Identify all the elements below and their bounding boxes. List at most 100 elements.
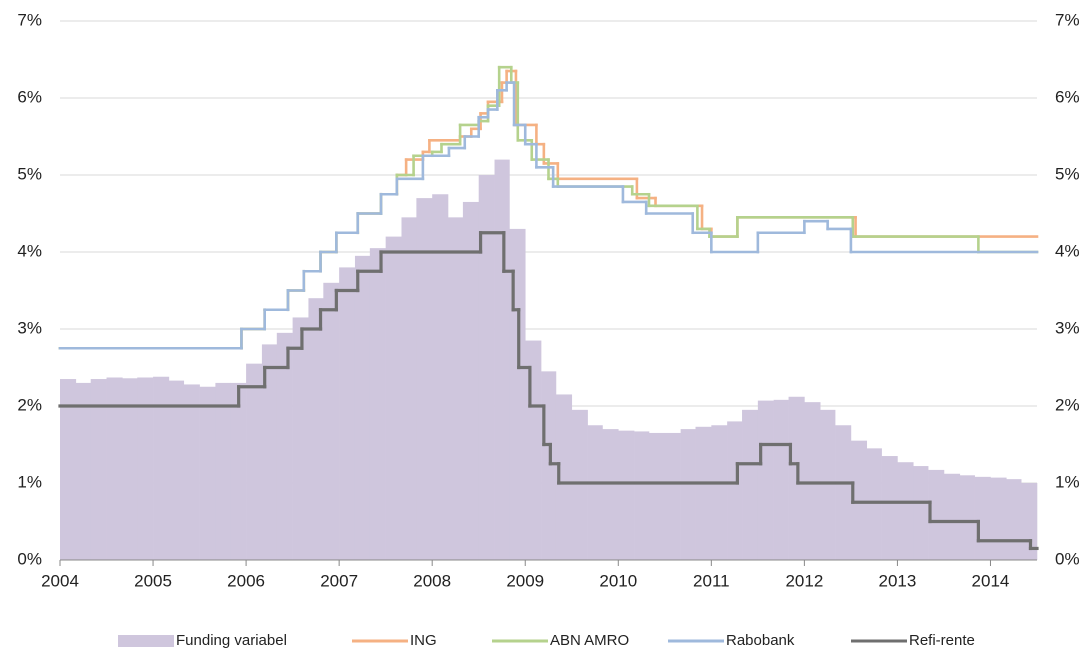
y-tick-label: 2% [17,395,42,414]
step-line [58,231,1039,551]
funding-bar [959,475,975,560]
funding-bar [60,379,77,560]
funding-bar [618,430,635,560]
funding-bar [648,432,666,560]
funding-bar [276,332,293,560]
funding-bar [261,344,278,560]
y2-tick-label: 7% [1055,10,1080,29]
funding-bar [866,448,882,560]
funding-bar [199,386,216,560]
funding-bar [230,382,247,560]
funding-bar [804,402,821,560]
legend-label: ABN AMRO [550,632,629,649]
legend-label: ING [410,632,437,649]
legend: Funding variabel ING ABN AMRO Rabobank Refi-… [118,632,975,649]
x-tick-label: 2004 [41,571,79,590]
funding-bar [369,248,386,560]
legend-label: Refi-rente [909,632,975,649]
y-tick-label: 4% [17,241,42,260]
x-tick-label: 2010 [599,571,637,590]
funding-bar [106,377,123,560]
funding-bar [401,217,417,560]
funding-bar [385,236,402,560]
funding-bar [571,409,588,560]
funding-bar [913,466,929,560]
funding-bar [183,384,200,560]
x-tick-label: 2007 [320,571,358,590]
legend-label: Funding variabel [176,632,287,649]
funding-bar [1006,479,1022,560]
funding-bar [881,456,898,560]
funding-bar [153,376,170,560]
y-tick-label: 6% [17,87,42,106]
funding-bar [602,429,619,560]
y2-tick-label: 3% [1055,318,1080,337]
funding-bar [525,340,542,560]
funding-bar [354,255,371,560]
y2-tick-label: 2% [1055,395,1080,414]
funding-bar [215,382,231,560]
funding-bar [695,426,712,560]
funding-bar [990,477,1007,560]
funding-bar [292,317,309,560]
y-tick-label: 5% [17,164,42,183]
legend-swatch [118,635,174,647]
funding-bar [820,409,836,560]
funding-bar [727,421,743,560]
funding-bar [850,440,868,560]
y2-tick-label: 1% [1055,472,1080,491]
funding-bar [928,469,945,560]
funding-bar [416,198,433,560]
legend-item: ABN AMRO [492,632,629,649]
legend-item: ING [352,632,437,649]
y2-tick-label: 5% [1055,164,1080,183]
funding-bar [448,217,464,560]
y-tick-label: 3% [17,318,42,337]
funding-bar [323,282,340,560]
step-line [58,69,1039,350]
x-tick-label: 2006 [227,571,265,590]
funding-bar [122,378,138,560]
funding-bar [308,298,324,560]
funding-bar [339,267,356,560]
y-tick-label: 7% [17,10,42,29]
funding-bar [974,476,991,560]
funding-bar [494,159,510,560]
plot-area: 0% 1% 2% 3% 4% 5% 6% 7% 0% 1% 2% 3% 4% 5% 6% 7% 2004 2005… [17,10,1079,590]
step-line [58,65,1039,350]
y-tick-label: 1% [17,472,42,491]
y2-tick-label: 0% [1055,549,1080,568]
legend-label: Rabobank [726,632,795,649]
legend-item: Funding variabel [118,632,287,649]
x-tick-label: 2011 [693,571,730,590]
funding-bar [835,425,852,560]
x-tick-label: 2005 [134,571,172,590]
funding-bar [587,425,603,560]
funding-bar [742,409,759,560]
funding-bar [168,380,185,560]
legend-item: Rabobank [668,632,795,649]
funding-bar [462,201,480,560]
funding-bar [75,382,92,560]
step-line [58,81,1039,350]
funding-bar [897,462,914,560]
x-tick-label: 2012 [785,571,823,590]
funding-bar [246,363,263,560]
funding-bar [711,425,728,560]
funding-bar [634,431,650,560]
y2-tick-label: 6% [1055,87,1080,106]
funding-bar [943,473,961,560]
funding-bar [478,175,495,560]
y2-tick-label: 4% [1055,241,1080,260]
funding-bar [664,432,681,560]
x-tick-label: 2009 [506,571,544,590]
x-tick-label: 2013 [879,571,917,590]
funding-bar [432,194,449,560]
legend-item: Refi-rente [851,632,975,649]
funding-bar [541,371,557,560]
y-tick-label: 0% [17,549,42,568]
funding-bar [555,394,573,560]
funding-bar [773,399,789,560]
funding-bar [757,400,774,560]
